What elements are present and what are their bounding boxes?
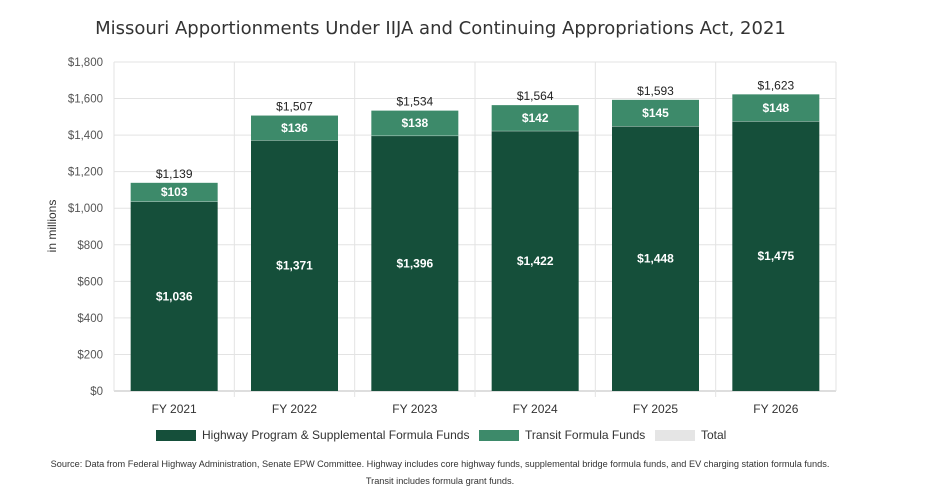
bar-highway [371,135,459,391]
bar-transit [371,110,459,136]
data-label-total: $1,507 [276,100,313,114]
y-tick-label: $400 [77,313,103,325]
x-tick-label: FY 2023 [392,402,437,416]
bar-transit [732,94,820,122]
x-tick-label: FY 2026 [753,402,798,416]
data-label-total: $1,623 [757,78,794,92]
x-tick-label: FY 2021 [152,402,197,416]
chart-title: Missouri Apportionments Under IIJA and C… [95,18,786,39]
data-label-total: $1,139 [156,167,193,181]
y-tick-label: $0 [90,386,103,398]
data-label-highway: $1,036 [156,289,193,303]
legend-label: Highway Program & Supplemental Formula F… [202,428,470,442]
data-label-transit: $142 [522,111,549,125]
bar-highway [251,140,338,391]
y-tick-label: $1,600 [68,94,103,106]
y-tick-label: $1,200 [68,167,103,179]
y-tick-label: $600 [77,276,103,288]
data-label-highway: $1,448 [637,252,674,266]
y-tick-label: $800 [77,240,103,252]
label-layer: $0 $200 $400 $600 $800 $1,000 $1,200 $1,400 $1,6… [68,57,799,416]
bar-highway [612,126,699,392]
bar-highway [491,131,579,391]
legend-swatch [156,429,196,441]
bar-highway [130,201,218,391]
legend-swatch [479,429,519,441]
data-label-highway: $1,371 [276,259,313,273]
y-tick-label: $1,800 [68,57,103,69]
data-label-highway: $1,422 [517,254,554,268]
grid-layer [113,61,837,397]
source-note: Source: Data from Federal Highway Admini… [50,459,830,486]
bar-transit [130,182,218,202]
chart-legend: Highway Program & Supplemental Formula F… [0,428,935,444]
bar-transit [612,99,699,127]
x-tick-label: FY 2025 [633,402,678,416]
data-label-transit: $103 [161,185,188,199]
stacked-bar-chart: $0 $200 $400 $600 $800 $1,000 $1,200 $1,400 $1,6… [45,57,837,416]
data-label-transit: $145 [642,106,669,120]
legend-item[interactable]: Highway Program & Supplemental Formula F… [156,428,469,442]
data-label-highway: $1,475 [757,249,794,263]
bar-highway [732,121,820,392]
bar-transit [491,105,579,132]
y-tick-label: $200 [77,349,103,361]
data-label-total: $1,564 [517,89,554,103]
x-tick-label: FY 2024 [513,402,558,416]
y-tick-label: $1,400 [68,130,103,142]
y-tick-label: $1,000 [68,203,103,215]
x-tick-label: FY 2022 [272,402,317,416]
legend-swatch [655,429,695,441]
legend-item[interactable]: Transit Formula Funds [479,428,645,442]
y-axis-title: in millions [45,200,59,253]
data-label-total: $1,593 [637,84,674,98]
bar-transit [251,115,338,141]
data-label-transit: $136 [281,121,308,135]
data-label-total: $1,534 [396,95,433,109]
data-label-highway: $1,396 [396,256,433,270]
data-label-transit: $138 [401,116,428,130]
legend-label: Total [701,428,727,442]
bar-layer [130,94,820,392]
legend-item[interactable]: Total [655,428,726,442]
legend-label: Transit Formula Funds [525,428,646,442]
data-label-transit: $148 [762,101,789,115]
